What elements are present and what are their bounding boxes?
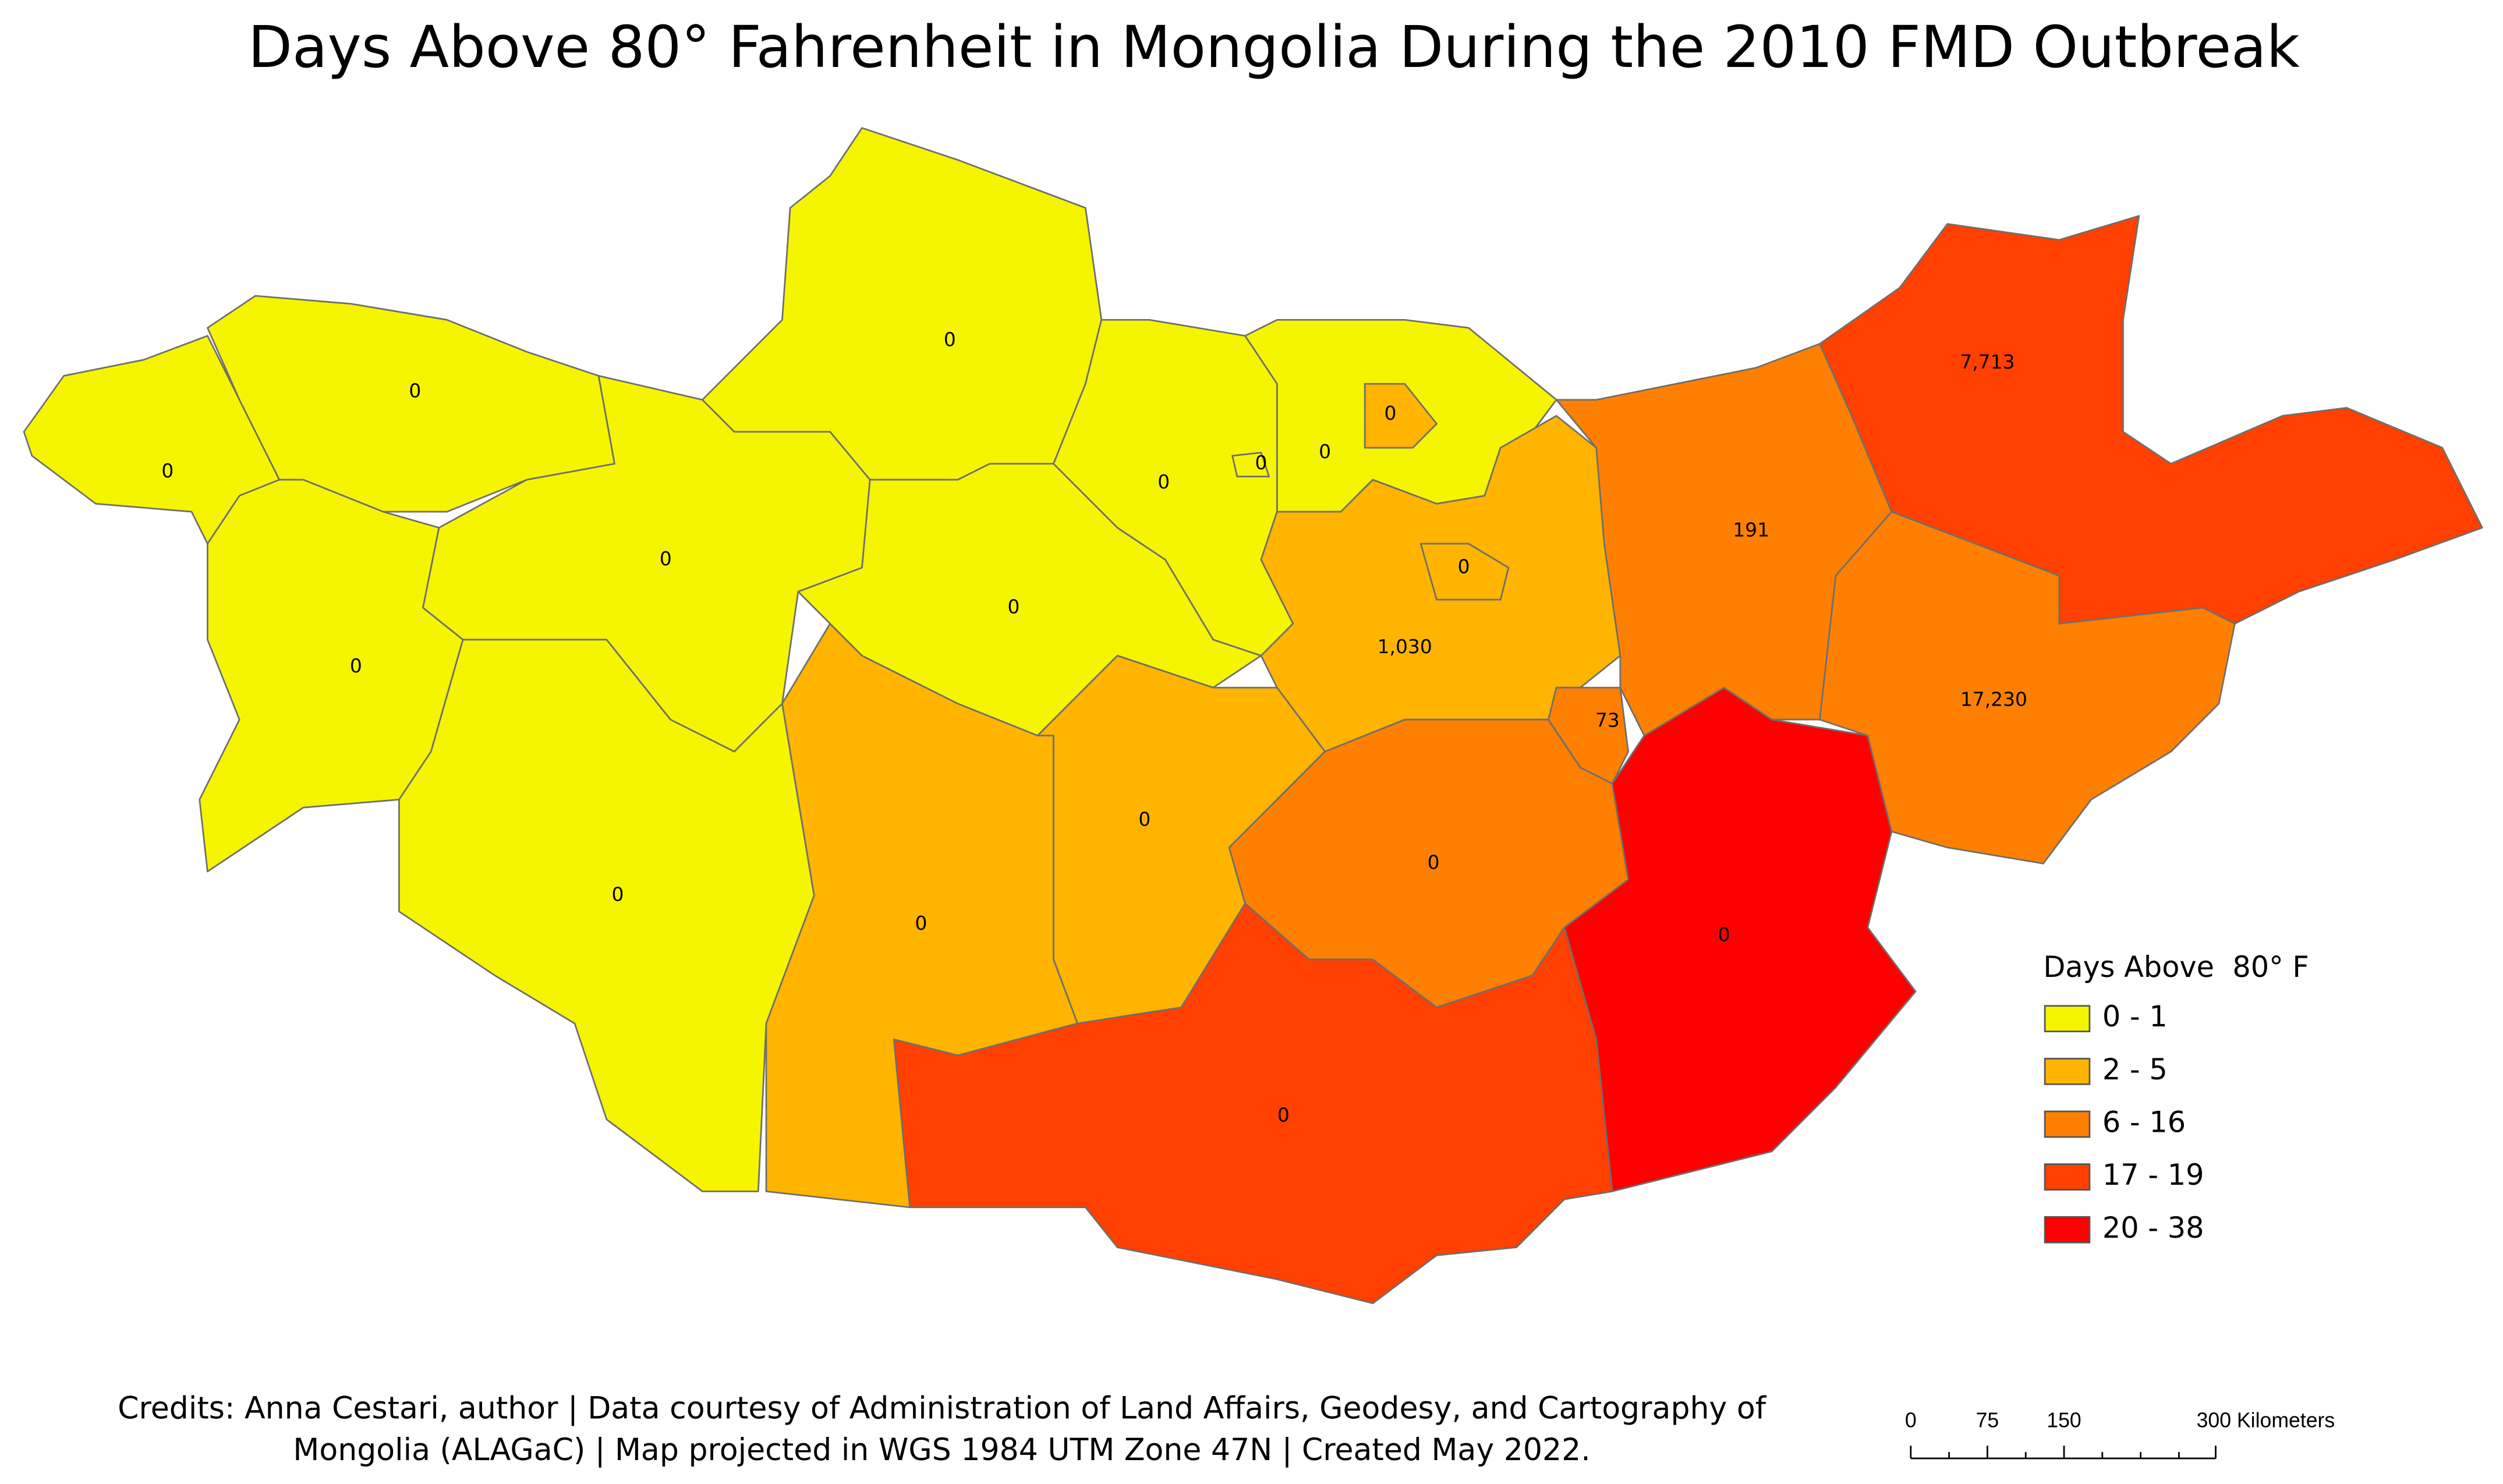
credits-line: Mongolia (ALAGaC) | Map projected in WGS… [293, 1433, 1590, 1468]
region-label: 73 [1595, 709, 1620, 731]
map-title: Days Above 80° Fahrenheit in Mongolia Du… [248, 14, 2300, 81]
region-label: 0 [1008, 595, 1020, 618]
region-label: 17,230 [1960, 688, 2027, 711]
region-label: 0 [1319, 440, 1331, 463]
region-label: 191 [1733, 518, 1769, 541]
region-label: 0 [1428, 851, 1440, 874]
scale-label: 150 [2047, 1408, 2081, 1432]
region-label: 0 [409, 379, 421, 402]
region-label: 0 [1157, 470, 1170, 493]
region-label: 0 [1255, 451, 1267, 474]
legend-swatch [2044, 1005, 2091, 1033]
province [701, 127, 1103, 481]
region-label: 0 [1718, 923, 1730, 945]
region-label: 0 [612, 883, 624, 906]
legend-swatch [2044, 1110, 2091, 1138]
legend-label: 0 - 1 [2102, 1000, 2168, 1033]
region-label: 7,713 [1960, 350, 2015, 373]
province [1419, 543, 1510, 601]
legend-swatch [2044, 1216, 2091, 1244]
province [1364, 382, 1438, 449]
region-label: 0 [1138, 808, 1150, 831]
region-label: 1,030 [1378, 635, 1432, 658]
provinces [23, 127, 2483, 1304]
legend-swatch [2044, 1163, 2091, 1191]
legend-title: Days Above 80° F [2043, 950, 2309, 984]
legend: Days Above 80° F 0 - 1 2 - 5 6 - 16 17 - 19… [2043, 950, 2309, 1245]
credits-line: Credits: Anna Cestari, author | Data cou… [118, 1391, 1767, 1426]
region-label: 0 [915, 912, 927, 934]
region-label: 0 [1277, 1104, 1290, 1127]
region-label: 0 [1385, 402, 1397, 424]
scale-line [1910, 1446, 2217, 1460]
scale-label: 300 Kilometers [2197, 1408, 2335, 1432]
legend-label: 2 - 5 [2102, 1053, 2168, 1086]
region-labels: 0 0 0 0 0 0 0 0 0 0 0 0 1,030 0 0 0 73 0… [161, 328, 2027, 1127]
legend-label: 20 - 38 [2102, 1211, 2204, 1245]
credits: Credits: Anna Cestari, author | Data cou… [118, 1391, 1767, 1468]
legend-label: 6 - 16 [2102, 1105, 2186, 1139]
scale-label: 0 [1905, 1408, 1917, 1432]
region-label: 0 [1458, 555, 1470, 578]
region-label: 0 [944, 328, 956, 351]
scale-label: 75 [1976, 1408, 1999, 1432]
region-label: 0 [350, 654, 362, 677]
legend-label: 17 - 19 [2102, 1158, 2204, 1192]
scale-bar: 0 75 150 300 Kilometers [1905, 1408, 2335, 1460]
region-label: 0 [660, 547, 672, 570]
province [1819, 511, 2236, 865]
legend-swatch [2044, 1057, 2091, 1085]
region-label: 0 [161, 459, 174, 482]
province [1231, 451, 1270, 477]
